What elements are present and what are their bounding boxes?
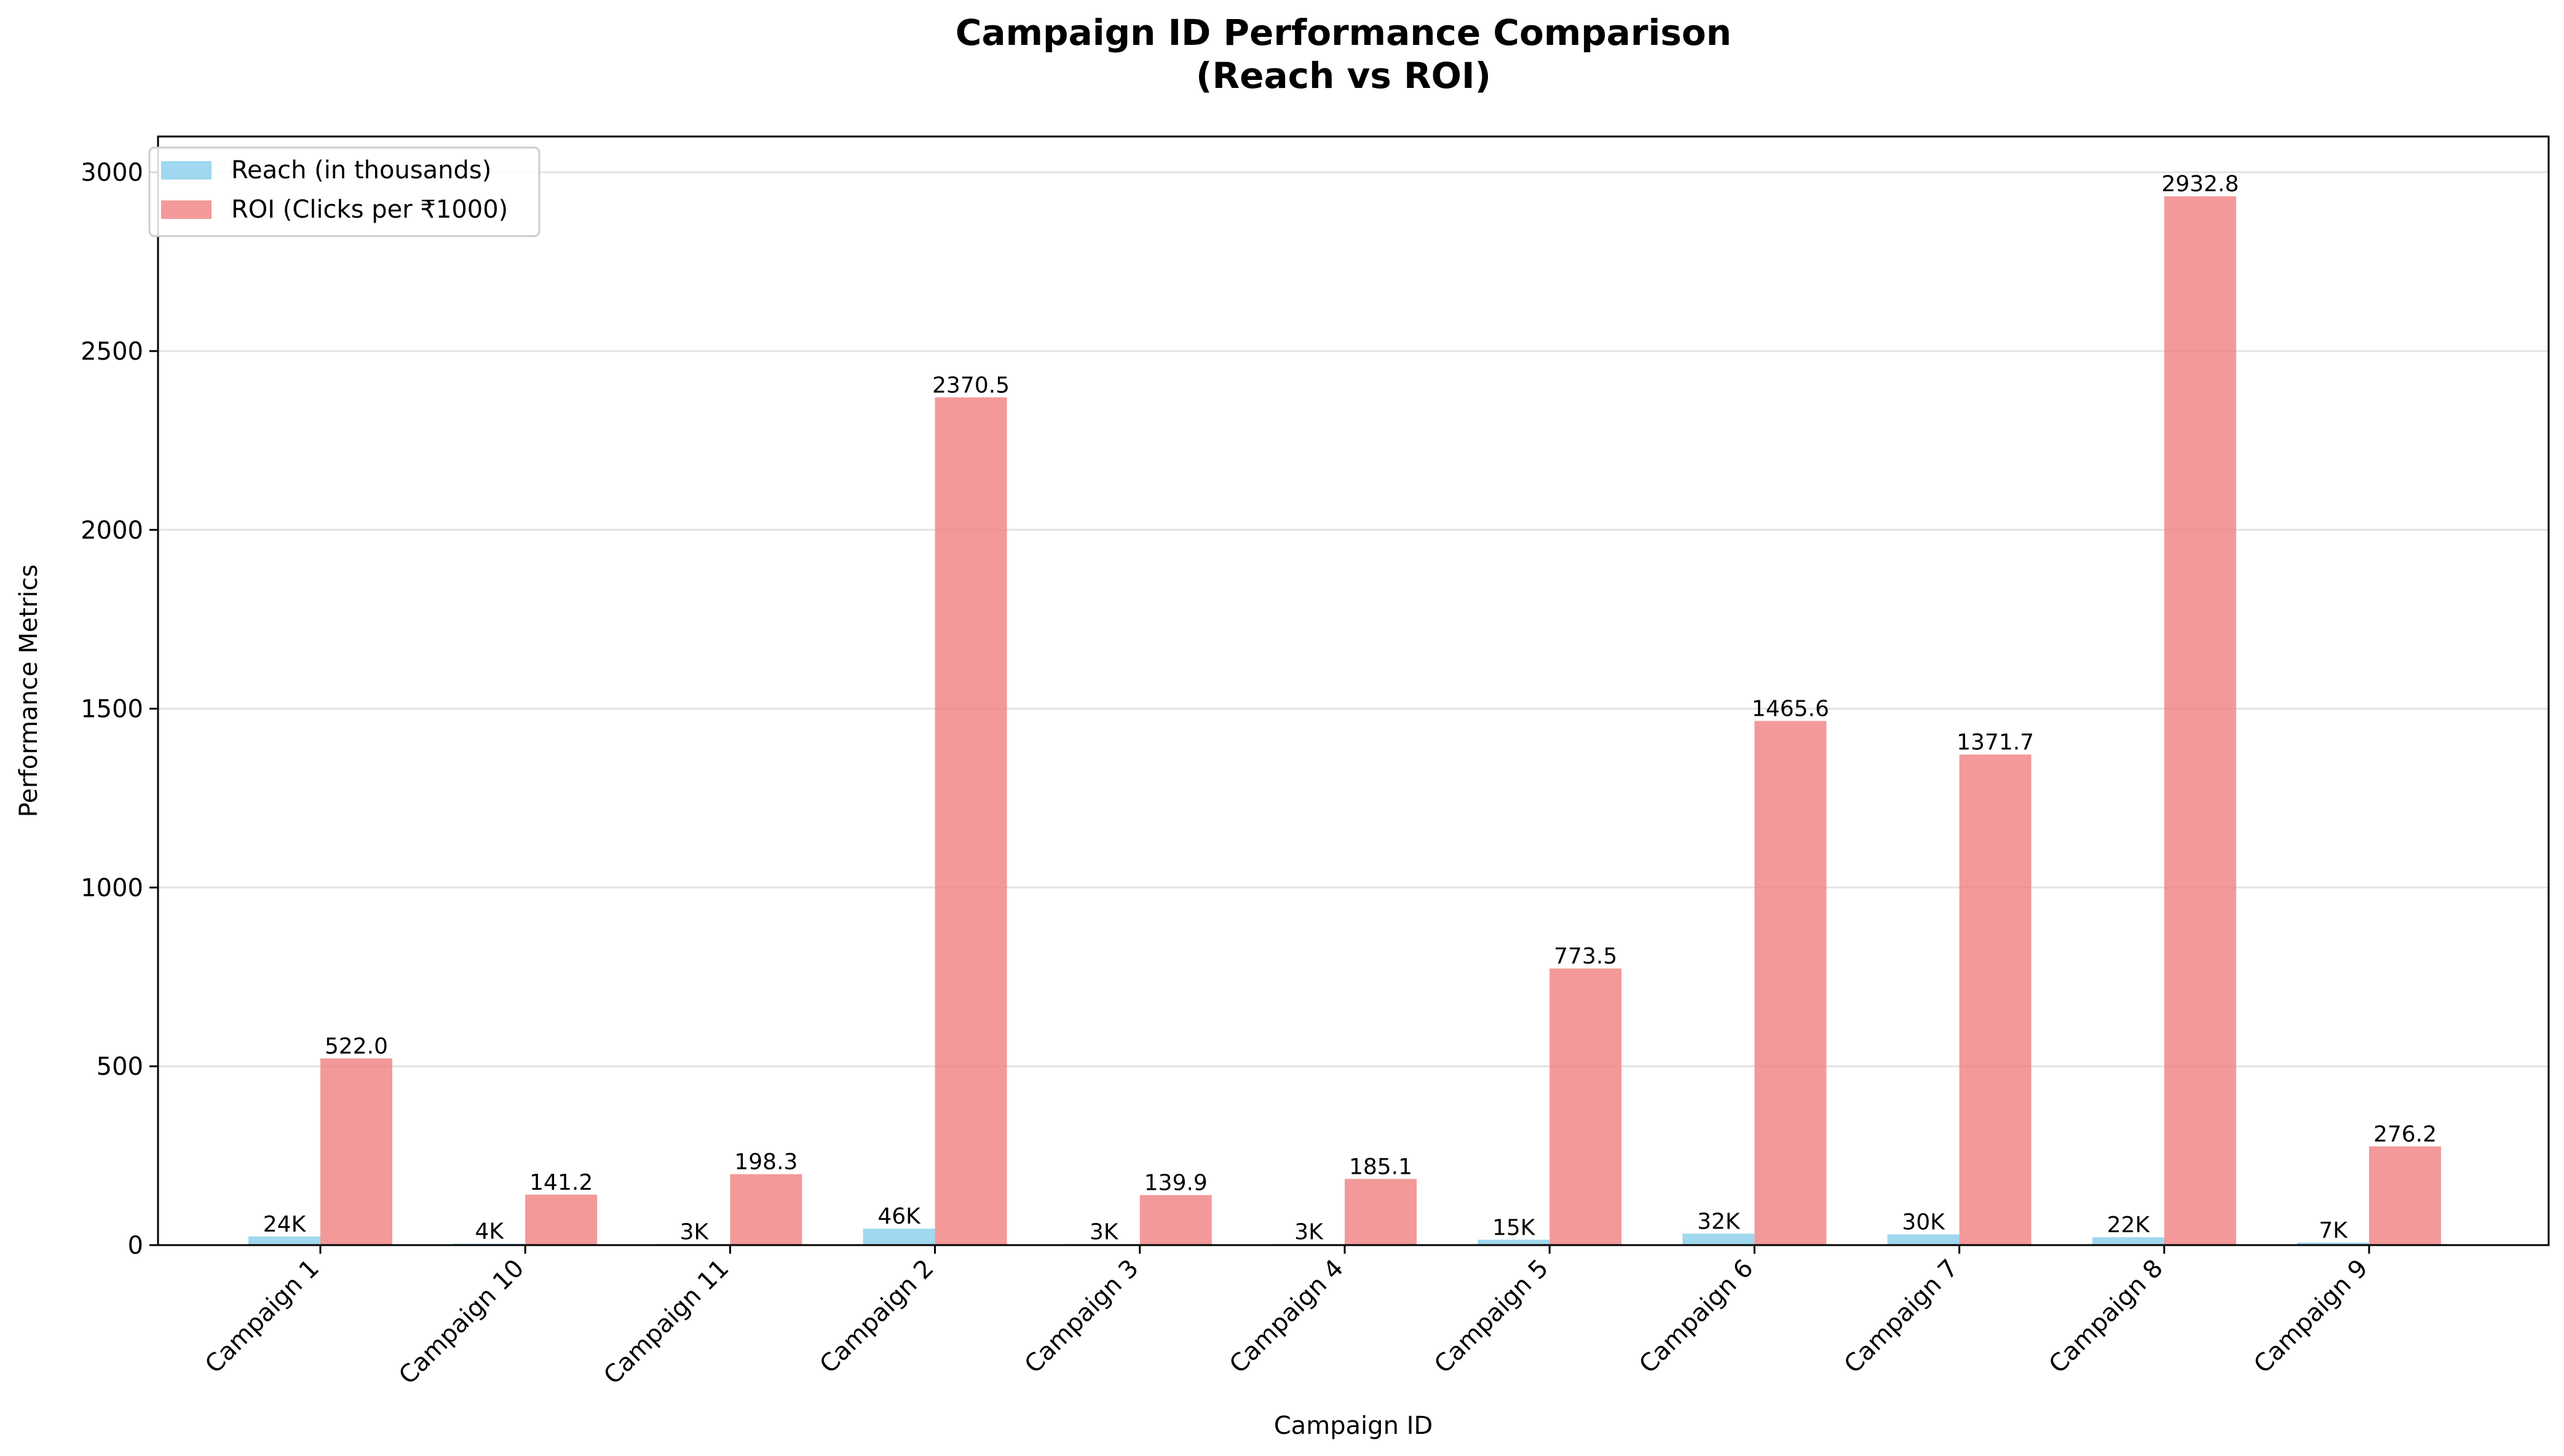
roi-value-label: 773.5 xyxy=(1554,944,1617,969)
x-tick-label: Campaign 7 xyxy=(1838,1254,1963,1379)
x-tick-label: Campaign 10 xyxy=(394,1254,529,1390)
reach-bar xyxy=(248,1236,320,1245)
roi-value-label: 185.1 xyxy=(1349,1154,1412,1179)
roi-value-label: 1465.6 xyxy=(1752,697,1829,722)
reach-value-label: 32K xyxy=(1697,1209,1741,1234)
roi-value-label: 141.2 xyxy=(529,1170,593,1195)
reach-value-label: 46K xyxy=(877,1204,921,1229)
roi-bar xyxy=(1754,721,1827,1245)
x-tick-label: Campaign 6 xyxy=(1634,1254,1759,1379)
roi-value-label: 1371.7 xyxy=(1957,730,2034,755)
y-tick-label: 1000 xyxy=(81,874,143,902)
y-tick-label: 3000 xyxy=(81,159,143,187)
y-tick-label: 0 xyxy=(128,1232,143,1260)
reach-value-label: 3K xyxy=(1090,1219,1119,1244)
reach-value-label: 3K xyxy=(1294,1219,1324,1244)
x-tick-label: Campaign 9 xyxy=(2249,1254,2373,1379)
reach-bar xyxy=(2297,1242,2369,1245)
legend-label-reach: Reach (in thousands) xyxy=(231,156,491,184)
reach-value-label: 4K xyxy=(475,1219,504,1244)
chart-title-line1: Campaign ID Performance Comparison xyxy=(956,12,1731,53)
legend-label-roi: ROI (Clicks per ₹1000) xyxy=(231,196,508,224)
roi-bar xyxy=(1345,1179,1417,1245)
reach-bar xyxy=(863,1228,935,1245)
x-tick-label: Campaign 8 xyxy=(2044,1254,2169,1379)
grid-lines xyxy=(158,171,2549,1246)
reach-bar xyxy=(2092,1237,2164,1245)
x-tick-label: Campaign 3 xyxy=(1019,1254,1144,1379)
bar-labels: 24K 522.0 4K 141.2 3K 198.3 46K 2370.5 3K 139.9 3K… xyxy=(263,172,2437,1244)
reach-bar xyxy=(1478,1240,1550,1245)
reach-value-label: 24K xyxy=(263,1212,307,1237)
reach-value-label: 22K xyxy=(2107,1213,2151,1238)
roi-bar xyxy=(320,1058,392,1245)
reach-value-label: 30K xyxy=(1902,1210,1945,1235)
reach-bar xyxy=(1887,1234,1960,1245)
roi-value-label: 198.3 xyxy=(734,1150,797,1175)
chart-title-line2: (Reach vs ROI) xyxy=(1196,55,1491,97)
legend-swatch-roi xyxy=(161,200,212,219)
reach-value-label: 15K xyxy=(1492,1215,1536,1240)
legend-swatch-reach xyxy=(161,161,212,180)
roi-value-label: 522.0 xyxy=(325,1034,388,1059)
x-tick-label: Campaign 2 xyxy=(814,1254,939,1379)
reach-value-label: 3K xyxy=(680,1219,710,1244)
x-tick-label: Campaign 5 xyxy=(1429,1254,1554,1379)
y-tick-label: 1500 xyxy=(81,695,143,724)
x-tick-label: Campaign 1 xyxy=(200,1254,325,1379)
legend-box xyxy=(148,146,540,237)
roi-bar xyxy=(1139,1195,1212,1245)
x-axis: Campaign 1 Campaign 10 Campaign 11 Campaign… xyxy=(200,1245,2373,1390)
roi-bar xyxy=(525,1194,598,1245)
y-axis-label: Performance Metrics xyxy=(15,564,43,817)
y-axis: 0 500 1000 1500 2000 2500 3000 xyxy=(81,159,158,1260)
roi-bar xyxy=(1549,968,1622,1245)
plot-frame xyxy=(157,135,2550,1246)
y-tick-label: 2500 xyxy=(81,338,143,366)
roi-bar xyxy=(730,1174,802,1245)
roi-value-label: 139.9 xyxy=(1144,1171,1208,1196)
y-tick-label: 500 xyxy=(97,1053,143,1081)
roi-bar xyxy=(935,397,1007,1245)
y-tick-label: 2000 xyxy=(81,516,143,545)
chart-title: Campaign ID Performance Comparison (Reac… xyxy=(956,12,1731,97)
x-tick-label: Campaign 11 xyxy=(598,1254,734,1390)
roi-value-label: 2932.8 xyxy=(2161,172,2239,197)
bars xyxy=(248,196,2441,1246)
roi-bar xyxy=(2369,1146,2441,1245)
roi-value-label: 276.2 xyxy=(2373,1122,2437,1147)
legend: Reach (in thousands) ROI (Clicks per ₹100… xyxy=(148,146,540,237)
roi-value-label: 2370.5 xyxy=(932,373,1010,398)
x-tick-label: Campaign 4 xyxy=(1224,1254,1349,1379)
x-axis-label: Campaign ID xyxy=(1274,1412,1433,1440)
roi-bar xyxy=(1959,754,2032,1245)
roi-bar xyxy=(2164,196,2236,1246)
reach-value-label: 7K xyxy=(2319,1218,2348,1243)
reach-bar xyxy=(1682,1233,1755,1245)
